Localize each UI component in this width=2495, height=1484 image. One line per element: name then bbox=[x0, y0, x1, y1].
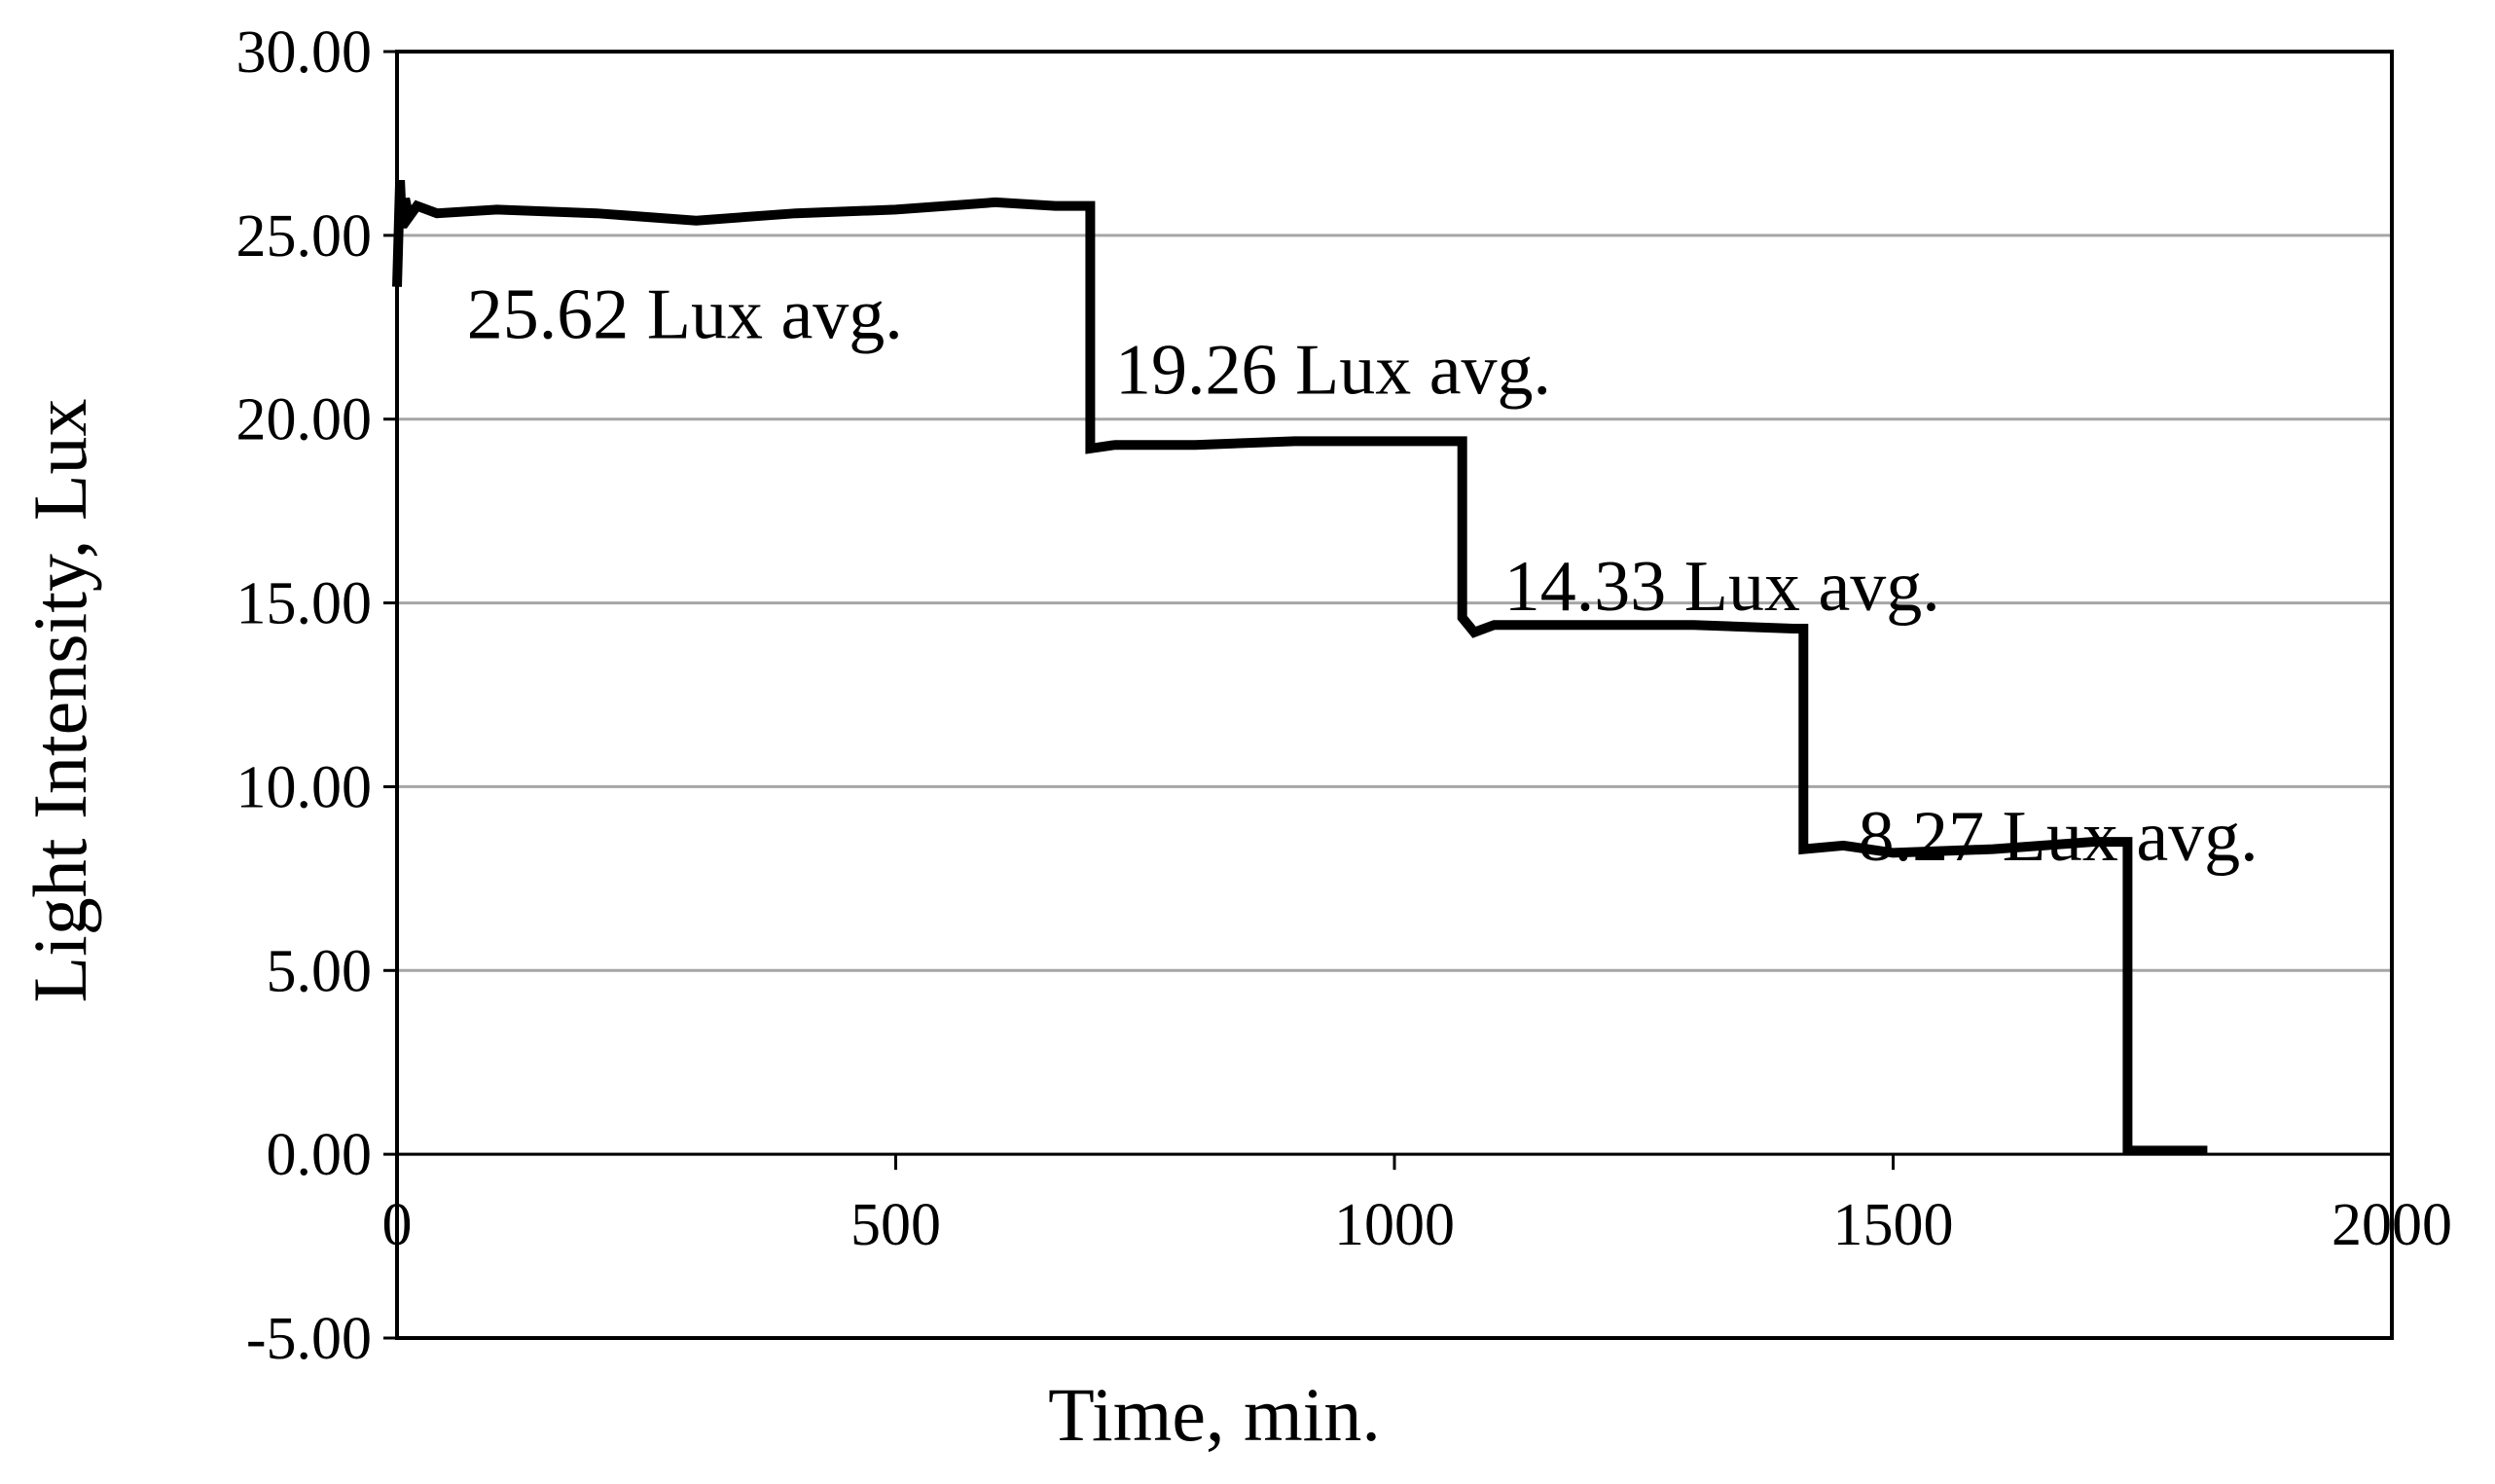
y-tick-label-6: 25.00 bbox=[236, 203, 373, 270]
x-tick-label-4: 2000 bbox=[2332, 1192, 2452, 1258]
plot-frame bbox=[395, 50, 2394, 1340]
y-axis-ticks: -5.00 0.00 5.00 10.00 15.00 20.00 25.00 30.00 bbox=[236, 19, 397, 1372]
y-tick-label-4: 15.00 bbox=[236, 571, 373, 637]
x-tick-label-3: 1500 bbox=[1833, 1192, 1954, 1258]
x-axis-ticks: 0 500 1000 1500 2000 bbox=[382, 1154, 2452, 1258]
annotation-3: 8.27 Lux avg. bbox=[1859, 797, 2259, 877]
y-tick-label-0: -5.00 bbox=[246, 1306, 372, 1372]
annotation-1: 19.26 Lux avg. bbox=[1115, 330, 1551, 410]
plot-border bbox=[395, 50, 2394, 1340]
x-axis-title: Time, min. bbox=[1048, 1372, 1381, 1457]
y-tick-label-3: 10.00 bbox=[236, 754, 373, 820]
y-tick-label-2: 5.00 bbox=[267, 938, 373, 1004]
series-line-0 bbox=[392, 179, 2208, 1156]
x-tick-label-2: 1000 bbox=[1334, 1192, 1455, 1258]
data-series bbox=[392, 179, 2208, 1156]
y-tick-label-7: 30.00 bbox=[236, 19, 373, 86]
annotations: 25.62 Lux avg. 19.26 Lux avg. 14.33 Lux av… bbox=[467, 275, 2259, 877]
y-tick-label-5: 20.00 bbox=[236, 387, 373, 453]
x-tick-label-0: 0 bbox=[382, 1192, 413, 1258]
y-tick-label-1: 0.00 bbox=[267, 1122, 373, 1188]
x-tick-label-1: 500 bbox=[850, 1192, 941, 1258]
annotation-2: 14.33 Lux avg. bbox=[1504, 547, 1940, 627]
y-axis-title: Light Intensity, Lux bbox=[18, 398, 102, 1002]
annotation-0: 25.62 Lux avg. bbox=[467, 275, 903, 355]
